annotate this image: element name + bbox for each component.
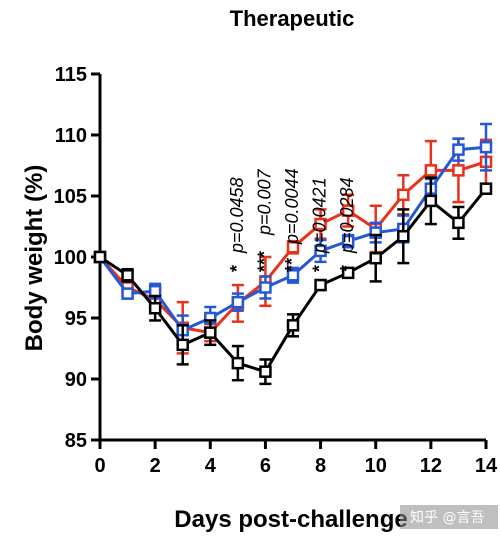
p-value-label: p=0.007: [254, 168, 274, 236]
p-value-label: p=0.0284: [337, 177, 357, 254]
x-tick-label: 14: [475, 455, 498, 477]
data-point: [479, 140, 493, 154]
data-point: [479, 182, 493, 195]
x-tick-label: 8: [315, 455, 326, 477]
watermark-text: 知乎 @言吾: [410, 509, 484, 526]
significance-stars: *: [227, 265, 247, 272]
data-point: [121, 269, 134, 282]
data-point: [452, 164, 465, 177]
chart-title: Therapeutic: [230, 6, 355, 31]
data-point: [341, 204, 355, 217]
data-point: [259, 281, 272, 294]
data-point: [314, 217, 327, 231]
data-point: [121, 287, 134, 300]
data-point: [148, 301, 162, 315]
data-point: [369, 251, 382, 265]
data-point: [259, 365, 272, 378]
y-tick-label: 100: [54, 247, 87, 269]
p-value-label: p=0.0044: [282, 168, 302, 245]
data-point: [424, 164, 438, 177]
y-tick-label: 105: [54, 186, 87, 208]
data-point: [204, 326, 217, 339]
data-point: [314, 244, 327, 258]
data-point: [314, 278, 327, 292]
data-point: [93, 250, 107, 264]
p-value-label: p=0.0421: [310, 177, 330, 254]
x-tick-label: 2: [150, 455, 161, 477]
series-3: [93, 176, 493, 386]
watermark-background: [400, 505, 498, 529]
data-point: [148, 284, 162, 298]
x-tick-label: 4: [205, 455, 217, 477]
data-point: [424, 194, 438, 208]
x-tick-label: 6: [260, 455, 271, 477]
data-point: [397, 230, 410, 243]
significance-annotations: * p=0.0458 *** p=0.007 ** p=0.0044 * p=0.0421 * p…: [227, 168, 357, 272]
data-point: [341, 234, 355, 248]
y-tick-label: 95: [65, 308, 87, 330]
data-point: [286, 269, 300, 282]
significance-stars: ***: [254, 251, 274, 272]
data-point: [397, 188, 410, 202]
data-point: [231, 295, 245, 309]
p-value-label: p=0.0458: [227, 177, 247, 254]
axes: 85 90 95 100 105 110 115 0 2 4 6 8 10 12 14: [54, 64, 498, 477]
data-point: [341, 266, 355, 280]
data-point: [286, 319, 300, 332]
data-point: [452, 143, 465, 156]
y-tick-label: 90: [65, 369, 87, 391]
significance-stars: *: [310, 265, 330, 272]
y-tick-label: 85: [65, 430, 87, 452]
significance-stars: *: [337, 265, 357, 272]
data-point: [231, 356, 245, 370]
data-point: [286, 240, 300, 254]
x-tick-label: 10: [365, 455, 387, 477]
x-tick-label: 0: [94, 455, 105, 477]
significance-stars: **: [282, 258, 302, 272]
y-axis-title: Body weight (%): [21, 165, 48, 352]
data-point: [452, 216, 465, 230]
series-layer: [93, 122, 493, 386]
data-point: [176, 338, 189, 352]
x-axis-title: Days post-challenge: [174, 506, 407, 533]
y-tick-label: 115: [55, 64, 87, 86]
x-tick-label: 12: [420, 455, 442, 477]
y-tick-label: 110: [55, 125, 87, 147]
